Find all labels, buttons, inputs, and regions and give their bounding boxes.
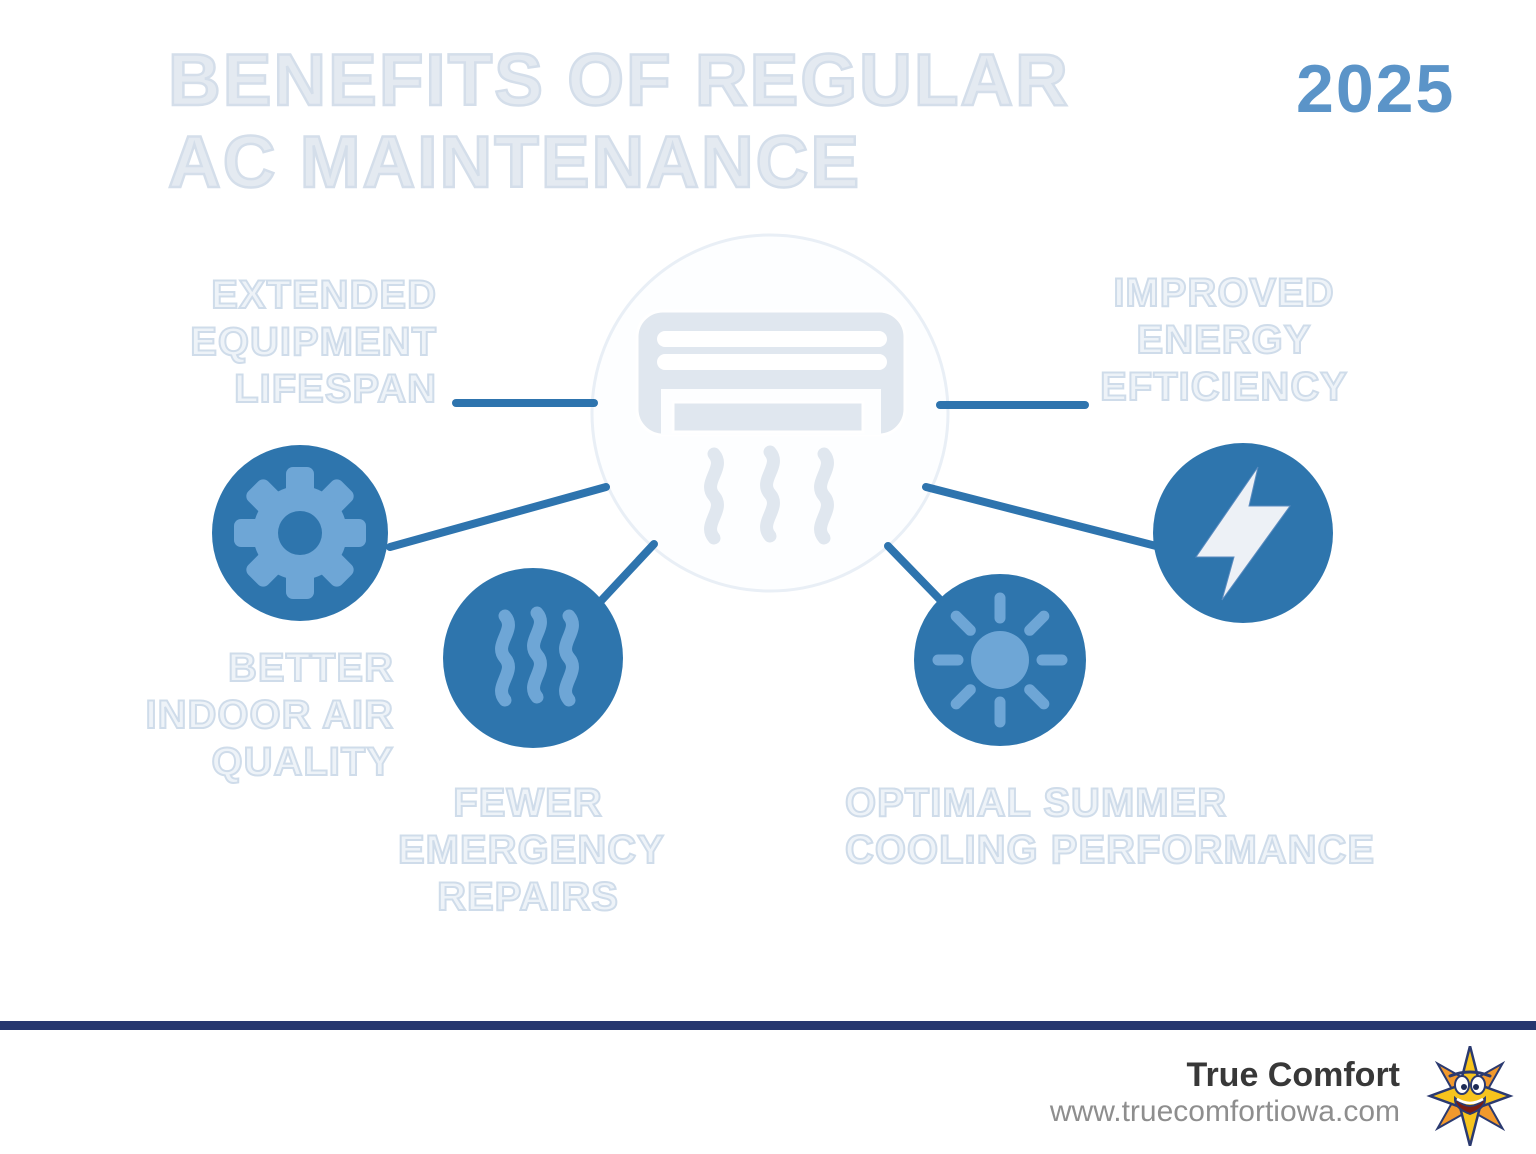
benefit-label-line: EXTENDED	[210, 272, 437, 318]
page-title: BENEFITS OF REGULAR AC MAINTENANCE	[167, 39, 1070, 205]
connector-lightning	[922, 483, 1164, 551]
benefit-label-line: FEWER	[452, 780, 603, 826]
benefit-better-indoor-air-quality: BETTER INDOOR AIR QUALITY	[144, 645, 394, 786]
title-line-1: BENEFITS OF REGULAR	[167, 39, 1070, 123]
footer-divider	[0, 1021, 1536, 1030]
benefit-fewer-emergency-repairs: FEWER EMERGENCY REPAIRS	[397, 780, 665, 921]
company-website: www.truecomfortiowa.com	[1049, 1095, 1400, 1128]
benefit-label-line: EQUIPMENT	[189, 319, 437, 365]
benefit-label-line: COOLING PERFORMANCE	[844, 827, 1376, 873]
mascot-eyes	[1454, 1075, 1486, 1095]
company-name: True Comfort	[1186, 1056, 1400, 1094]
airflow-waves	[704, 445, 834, 545]
benefit-label-line: QUALITY	[210, 739, 394, 785]
benefit-label-line: BETTER	[227, 645, 394, 691]
benefit-improved-energy-efficiency: IMPROVED ENERGY EFTICIENCY	[1094, 270, 1354, 411]
benefit-label-line: REPAIRS	[436, 874, 619, 920]
benefit-optimal-summer-cooling-performance: OPTIMAL SUMMER COOLING PERFORMANCE	[844, 780, 1376, 874]
star-mascot-logo	[1426, 1046, 1514, 1146]
benefit-label-line: OPTIMAL SUMMER	[844, 780, 1228, 826]
sun-icon	[914, 574, 1086, 746]
gear-icon	[212, 445, 388, 621]
lightning-icon	[1153, 443, 1333, 623]
year-badge: 2025	[1296, 51, 1456, 127]
mascot-mouth	[1453, 1095, 1487, 1116]
benefit-label-line: IMPROVED	[1112, 270, 1335, 316]
benefit-label-line: EMERGENCY	[397, 827, 665, 873]
connector-gear	[386, 483, 610, 551]
mascot-brow	[1448, 1070, 1492, 1078]
title-line-2: AC MAINTENANCE	[167, 121, 862, 205]
benefit-label-line: EFTICIENCY	[1099, 364, 1348, 410]
benefit-label-line: ENERGY	[1136, 317, 1312, 363]
benefit-extended-equipment-lifespan: EXTENDED EQUIPMENT LIFESPAN	[189, 272, 437, 413]
ac-unit-icon	[635, 309, 907, 545]
benefit-label-line: LIFESPAN	[233, 366, 437, 412]
benefit-label-line: INDOOR AIR	[144, 692, 394, 738]
airflow-icon	[443, 568, 623, 748]
